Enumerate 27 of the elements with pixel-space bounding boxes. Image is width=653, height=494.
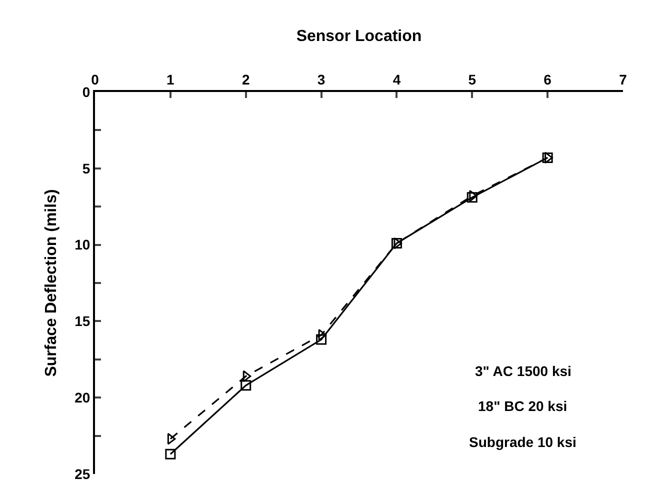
x-tick-label: 2 — [242, 71, 250, 88]
y-axis-title: Surface Deflection (mils) — [43, 189, 60, 377]
point — [165, 448, 176, 460]
y-tick-label: 10 — [74, 236, 90, 253]
x-tick-label: 1 — [166, 71, 175, 88]
point — [240, 380, 252, 391]
x-tick-label: 5 — [468, 71, 476, 88]
point — [391, 238, 402, 249]
x-tick-label: 3 — [317, 71, 326, 88]
y-tick-label: 0 — [82, 84, 90, 100]
x-tick-label: 4 — [392, 71, 401, 88]
point — [466, 192, 478, 203]
annotation: Subgrade 10 ksi — [469, 434, 576, 450]
point — [167, 432, 176, 445]
y-tick-label: 5 — [82, 160, 90, 176]
y-tick-label: 20 — [74, 390, 90, 406]
y-tick-label: 25 — [74, 466, 90, 482]
annotation: 18" BC 20 ksi — [478, 398, 568, 414]
x-tick-label: 6 — [544, 71, 552, 88]
point — [542, 152, 553, 163]
point — [318, 329, 327, 341]
point — [316, 334, 327, 345]
annotation: 3" AC 1500 ksi — [475, 363, 572, 379]
x-axis-title: Sensor Location — [296, 28, 422, 45]
x-tick-label: 7 — [619, 71, 628, 88]
y-tick-label: 15 — [74, 313, 90, 330]
point — [242, 370, 252, 382]
